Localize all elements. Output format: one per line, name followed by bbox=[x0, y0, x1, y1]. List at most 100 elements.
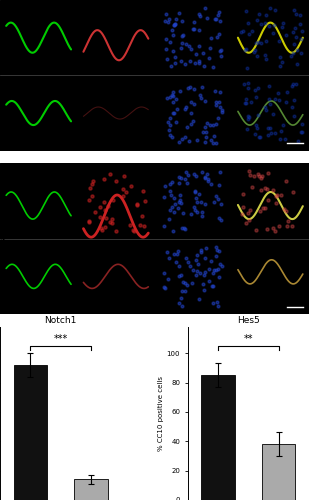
Point bbox=[102, 174, 107, 182]
Point bbox=[280, 122, 285, 130]
Point bbox=[300, 120, 305, 128]
Point bbox=[189, 280, 194, 287]
Point bbox=[298, 20, 303, 28]
Point bbox=[295, 46, 300, 54]
Point bbox=[292, 40, 297, 48]
Point bbox=[277, 136, 282, 143]
Point bbox=[182, 224, 187, 232]
Point bbox=[214, 252, 219, 260]
Point bbox=[278, 190, 283, 198]
Point bbox=[172, 59, 177, 67]
Point bbox=[163, 284, 168, 292]
Point bbox=[135, 200, 140, 208]
Point bbox=[200, 49, 205, 57]
Point bbox=[243, 99, 248, 107]
Point bbox=[277, 222, 282, 230]
Point bbox=[258, 133, 263, 141]
Point bbox=[197, 91, 202, 99]
Point bbox=[195, 251, 200, 259]
Point bbox=[162, 193, 167, 201]
Point bbox=[243, 45, 248, 53]
Point bbox=[254, 121, 259, 129]
Point bbox=[246, 115, 251, 123]
Point bbox=[191, 85, 196, 93]
Point bbox=[246, 20, 251, 28]
Point bbox=[97, 202, 102, 210]
Point bbox=[299, 35, 304, 43]
Point bbox=[164, 36, 169, 44]
Point bbox=[193, 256, 198, 264]
Point bbox=[169, 92, 174, 100]
Point bbox=[217, 246, 222, 254]
Bar bbox=[262, 444, 295, 500]
Point bbox=[298, 12, 303, 20]
Point bbox=[176, 299, 181, 307]
Point bbox=[197, 56, 202, 64]
Point bbox=[186, 258, 191, 266]
Point bbox=[255, 170, 260, 178]
Point bbox=[197, 60, 201, 68]
Point bbox=[188, 45, 193, 53]
Point bbox=[170, 203, 175, 211]
Point bbox=[284, 177, 289, 185]
Point bbox=[219, 106, 224, 114]
Point bbox=[218, 216, 223, 224]
Point bbox=[265, 225, 270, 233]
Point bbox=[170, 98, 175, 106]
Point bbox=[182, 288, 187, 296]
Point bbox=[179, 198, 184, 206]
Point bbox=[296, 137, 301, 145]
Point bbox=[205, 176, 210, 184]
Point bbox=[193, 194, 198, 202]
Point bbox=[209, 34, 214, 42]
Point bbox=[192, 100, 197, 108]
Point bbox=[175, 250, 180, 258]
Point bbox=[212, 198, 217, 205]
Point bbox=[218, 260, 223, 268]
Point bbox=[172, 200, 177, 208]
Point bbox=[190, 117, 195, 125]
Point bbox=[168, 188, 173, 196]
Point bbox=[86, 218, 91, 226]
Point bbox=[185, 84, 190, 92]
Point bbox=[271, 224, 276, 232]
Text: CC10: CC10 bbox=[43, 2, 62, 8]
Point bbox=[193, 271, 198, 279]
Point bbox=[90, 177, 95, 185]
Point bbox=[203, 268, 208, 276]
Point bbox=[252, 130, 257, 138]
Text: Scgb1a1-Cre
(OVA): Scgb1a1-Cre (OVA) bbox=[2, 210, 12, 240]
Point bbox=[268, 100, 273, 108]
Point bbox=[202, 254, 207, 262]
Bar bbox=[14, 365, 47, 500]
Point bbox=[171, 208, 176, 216]
Point bbox=[170, 178, 175, 186]
Point bbox=[135, 202, 140, 209]
Point bbox=[183, 175, 188, 183]
Point bbox=[141, 186, 146, 194]
Point bbox=[256, 172, 261, 180]
Point bbox=[277, 96, 282, 104]
Point bbox=[200, 128, 205, 136]
Point bbox=[174, 14, 179, 22]
Point bbox=[89, 180, 94, 188]
Point bbox=[263, 204, 268, 212]
Point bbox=[109, 219, 114, 227]
Point bbox=[217, 8, 222, 16]
Point bbox=[180, 32, 185, 40]
Point bbox=[215, 12, 220, 20]
Point bbox=[189, 210, 194, 218]
Point bbox=[180, 278, 185, 285]
Point bbox=[131, 227, 136, 235]
Point bbox=[196, 190, 201, 198]
Point bbox=[179, 287, 184, 295]
Point bbox=[281, 205, 286, 213]
Point bbox=[263, 52, 268, 60]
Point bbox=[206, 264, 211, 272]
Point bbox=[271, 30, 276, 38]
Point bbox=[264, 55, 269, 63]
Point bbox=[262, 184, 267, 192]
Point bbox=[247, 216, 252, 224]
Point bbox=[215, 196, 220, 203]
Point bbox=[99, 224, 104, 232]
